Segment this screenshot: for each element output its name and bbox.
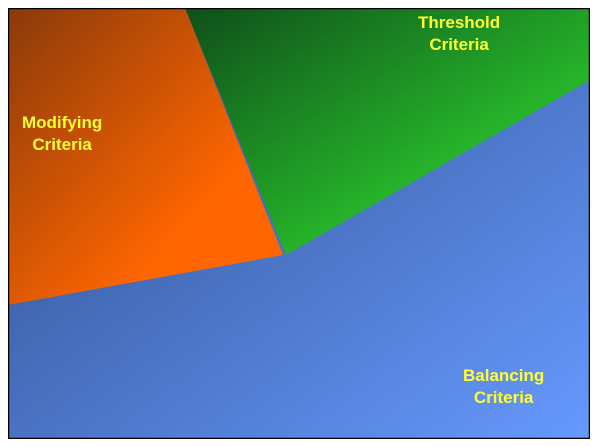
threshold-criteria-label: Threshold Criteria [418, 12, 500, 56]
slide-border [8, 8, 590, 439]
modifying-label-line-2: Criteria [32, 135, 92, 154]
modifying-criteria-label: Modifying Criteria [22, 112, 102, 156]
balancing-label-line-1: Balancing [463, 366, 545, 385]
threshold-label-line-2: Criteria [429, 35, 489, 54]
threshold-region [185, 8, 590, 255]
diagram-slide: Modifying Criteria Threshold Criteria Ba… [8, 8, 590, 439]
modifying-region [8, 8, 283, 305]
balancing-criteria-label: Balancing Criteria [463, 365, 544, 409]
criteria-diagram [8, 8, 590, 439]
modifying-label-line-1: Modifying [22, 113, 103, 132]
threshold-label-line-1: Threshold [418, 13, 501, 32]
balancing-label-line-2: Criteria [473, 388, 534, 407]
